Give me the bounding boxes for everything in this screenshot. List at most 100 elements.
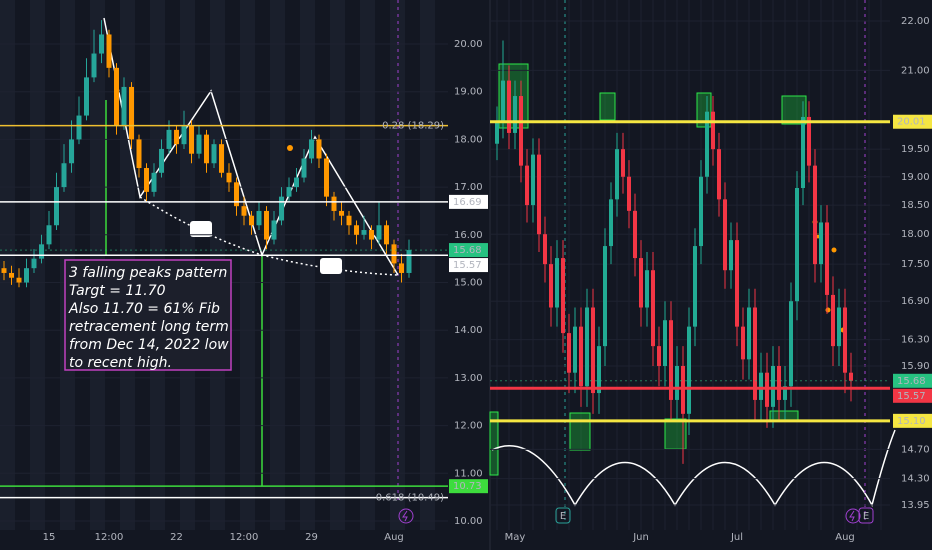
dot: [831, 247, 837, 253]
candle-body: [741, 326, 745, 360]
candle-body: [294, 177, 299, 188]
price-tag-label: 16.69: [453, 197, 482, 208]
x-tick-label: Jun: [632, 532, 649, 543]
x-tick-label: 15: [43, 532, 56, 543]
candle-body: [507, 80, 511, 133]
candle-body: [651, 270, 655, 347]
candle-body: [771, 365, 775, 407]
candle-body: [16, 277, 22, 283]
candle-body: [1, 268, 7, 273]
candle-body: [693, 246, 697, 327]
y-tick-label: 19.50: [901, 144, 930, 155]
candle-body: [807, 116, 811, 166]
candle-body: [219, 144, 224, 173]
candle-body: [84, 77, 89, 116]
annotation-box: [64, 259, 232, 371]
candle-body: [699, 176, 703, 247]
candle-body: [174, 129, 179, 145]
candle-body: [324, 158, 329, 197]
event-marker-label: E: [863, 511, 869, 522]
price-tag-label: 15.57: [897, 391, 926, 402]
lightning-icon: [849, 510, 855, 522]
candle-body: [271, 220, 277, 240]
candle-body: [301, 158, 307, 178]
candle-body: [91, 53, 97, 78]
candle-body: [717, 149, 721, 200]
x-tick-label: May: [505, 532, 526, 543]
dot: [825, 307, 831, 313]
y-tick-label: 21.00: [901, 65, 930, 76]
y-tick-label: 22.00: [901, 16, 930, 27]
candle-body: [226, 172, 232, 183]
price-tag: [893, 413, 932, 428]
cycle-box: [489, 411, 499, 476]
candle-body: [264, 210, 269, 240]
candle-body: [121, 86, 127, 126]
x-tick-label: 12:00: [95, 532, 124, 543]
session-band: [360, 0, 375, 530]
icons: [398, 508, 861, 524]
price-tag: [893, 373, 932, 388]
y-tick-label: 18.00: [901, 229, 930, 240]
candle-body: [114, 67, 119, 126]
candle-body: [825, 222, 829, 295]
candle-body: [495, 122, 499, 144]
y-tick-label: 18.00: [454, 134, 483, 145]
y-tick-label: 13.95: [901, 500, 930, 511]
candle-body: [765, 372, 769, 407]
candle-body: [705, 111, 709, 177]
annotation-line: to recent high.: [69, 355, 172, 371]
price-line-label: 0.28 (18.29): [382, 121, 444, 132]
candle-body: [537, 154, 541, 235]
candle-body: [795, 187, 799, 302]
y-tick-label: 16.00: [454, 230, 483, 241]
candle-body: [567, 333, 571, 373]
y-tick-label: 17.00: [454, 182, 483, 193]
candle-body: [621, 149, 625, 177]
price-tag: [893, 114, 932, 129]
candle-body: [99, 34, 104, 54]
candle-body: [519, 96, 523, 166]
x-tick-label: 12:00: [230, 532, 259, 543]
candle-body: [645, 270, 649, 308]
y-tick-label: 16.30: [901, 335, 930, 346]
candle-body: [234, 182, 239, 207]
candle-body: [39, 244, 44, 259]
candle-body: [657, 346, 661, 366]
event-marker: [555, 507, 571, 524]
x-tick-label: Aug: [835, 532, 855, 543]
event-marker-label: E: [560, 511, 566, 522]
candle-body: [789, 301, 793, 387]
candle-body: [376, 225, 382, 240]
candle-body: [639, 258, 643, 308]
cycle-box: [769, 410, 799, 421]
candle-body: [777, 365, 781, 400]
candle-body: [675, 365, 679, 400]
candle-body: [309, 139, 314, 159]
y-tick-label: 14.30: [901, 474, 930, 485]
price-tag: [893, 388, 932, 403]
candle-body: [555, 258, 559, 308]
candle-body: [384, 225, 389, 245]
candle-body: [735, 240, 739, 327]
x-tick-label: Aug: [384, 532, 404, 543]
session-band: [270, 0, 285, 530]
candle-body: [24, 268, 29, 283]
price-tag: [449, 194, 488, 209]
cycle-box: [599, 92, 616, 121]
lightning-icon: [845, 508, 861, 524]
candle-body: [69, 139, 74, 164]
candle-body: [579, 326, 583, 387]
candle-body: [597, 346, 601, 394]
candle-body: [603, 246, 607, 347]
y-tick-label: 18.50: [901, 200, 930, 211]
candle-body: [54, 187, 59, 226]
y-tick-label: 15.00: [454, 278, 483, 289]
candle-body: [759, 372, 763, 400]
candle-body: [687, 326, 691, 414]
lightning-icon: [402, 510, 408, 522]
candle-body: [747, 307, 751, 360]
candle-body: [849, 372, 853, 381]
candle-body: [609, 199, 613, 247]
